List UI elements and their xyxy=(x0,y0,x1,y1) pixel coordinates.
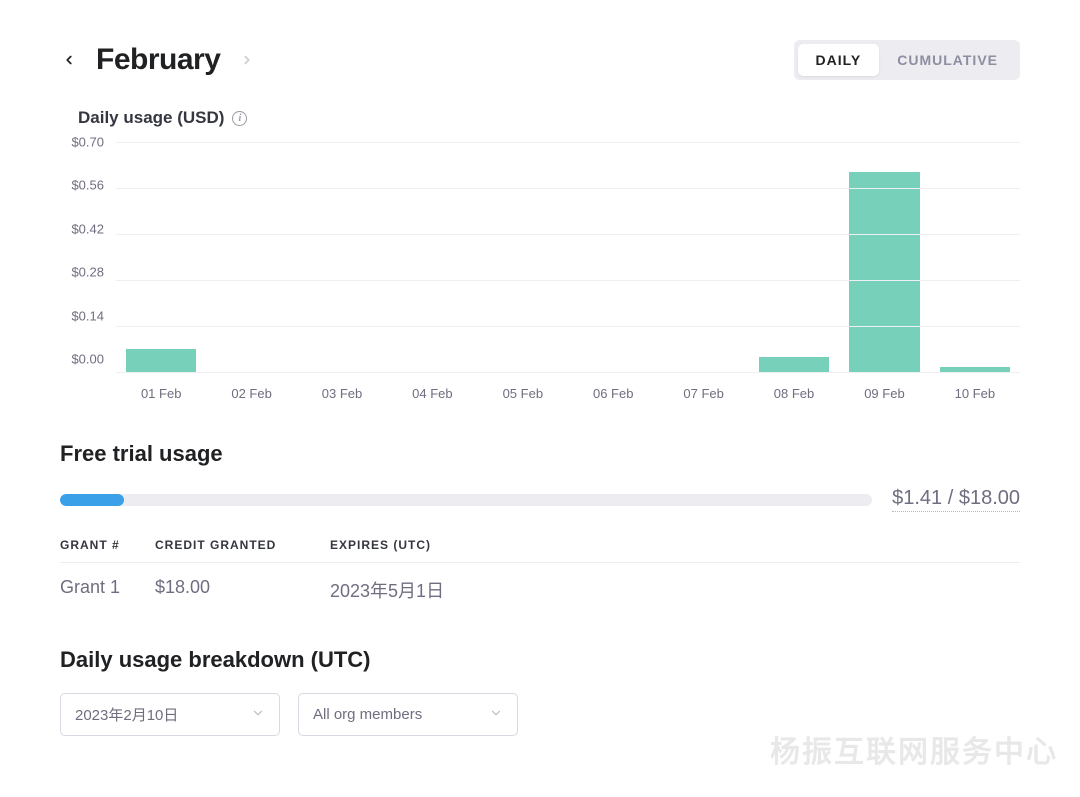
prev-month-button[interactable] xyxy=(60,51,78,69)
free-trial-title: Free trial usage xyxy=(60,441,1020,467)
x-tick: 07 Feb xyxy=(658,386,748,401)
bar-slot xyxy=(839,142,929,372)
y-tick: $0.28 xyxy=(60,266,104,279)
grant-cell-expires: 2023年5月1日 xyxy=(330,577,1020,603)
bar-slot xyxy=(206,142,296,372)
y-axis: $0.70$0.56$0.42$0.28$0.14$0.00 xyxy=(60,142,116,372)
grant-header-expires: EXPIRES (UTC) xyxy=(330,538,1020,552)
gridline xyxy=(116,234,1020,235)
y-tick: $0.42 xyxy=(60,222,104,235)
trial-progress-fill xyxy=(60,494,124,506)
header-row: February DAILY CUMULATIVE xyxy=(60,40,1020,80)
bar-slot xyxy=(297,142,387,372)
month-title: February xyxy=(96,43,220,77)
chart-bars xyxy=(116,142,1020,372)
info-icon[interactable]: i xyxy=(232,111,247,126)
grant-header-credit: CREDIT GRANTED xyxy=(155,538,330,552)
grant-table-row: Grant 1 $18.00 2023年5月1日 xyxy=(60,563,1020,617)
x-tick: 06 Feb xyxy=(568,386,658,401)
usage-chart: $0.70$0.56$0.42$0.28$0.14$0.00 xyxy=(60,142,1020,372)
chart-title: Daily usage (USD) xyxy=(78,108,224,128)
y-tick: $0.56 xyxy=(60,179,104,192)
x-axis: 01 Feb02 Feb03 Feb04 Feb05 Feb06 Feb07 F… xyxy=(116,386,1020,401)
trial-progress-track xyxy=(60,494,872,506)
x-tick: 09 Feb xyxy=(839,386,929,401)
toggle-daily-button[interactable]: DAILY xyxy=(798,44,880,76)
grant-table: GRANT # CREDIT GRANTED EXPIRES (UTC) Gra… xyxy=(60,538,1020,617)
gridline xyxy=(116,326,1020,327)
bar-slot xyxy=(658,142,748,372)
x-tick: 05 Feb xyxy=(478,386,568,401)
gridline xyxy=(116,280,1020,281)
member-select[interactable]: All org members xyxy=(298,693,518,736)
usage-bar[interactable] xyxy=(759,357,830,372)
grant-table-header: GRANT # CREDIT GRANTED EXPIRES (UTC) xyxy=(60,538,1020,563)
chart-title-row: Daily usage (USD) i xyxy=(78,108,1020,128)
breakdown-title: Daily usage breakdown (UTC) xyxy=(60,647,1020,673)
trial-amount-label: $1.41 / $18.00 xyxy=(892,487,1020,512)
month-nav: February xyxy=(60,43,256,77)
date-select[interactable]: 2023年2月10日 xyxy=(60,693,280,736)
bar-slot xyxy=(930,142,1020,372)
bar-slot xyxy=(387,142,477,372)
bar-slot xyxy=(478,142,568,372)
view-toggle: DAILY CUMULATIVE xyxy=(794,40,1020,80)
bar-slot xyxy=(568,142,658,372)
breakdown-selects: 2023年2月10日 All org members xyxy=(60,693,1020,736)
y-tick: $0.00 xyxy=(60,352,104,365)
grant-header-number: GRANT # xyxy=(60,538,155,552)
date-select-value: 2023年2月10日 xyxy=(75,704,178,725)
member-select-value: All org members xyxy=(313,706,422,723)
x-tick: 04 Feb xyxy=(387,386,477,401)
gridline xyxy=(116,188,1020,189)
y-tick: $0.14 xyxy=(60,309,104,322)
chart-plot xyxy=(116,142,1020,372)
bar-slot xyxy=(116,142,206,372)
grant-cell-credit: $18.00 xyxy=(155,577,330,603)
chevron-down-icon xyxy=(251,706,265,724)
toggle-cumulative-button[interactable]: CUMULATIVE xyxy=(879,44,1016,76)
x-tick: 10 Feb xyxy=(930,386,1020,401)
gridline xyxy=(116,142,1020,143)
x-tick: 08 Feb xyxy=(749,386,839,401)
chevron-down-icon xyxy=(489,706,503,724)
y-tick: $0.70 xyxy=(60,136,104,149)
next-month-button[interactable] xyxy=(238,51,256,69)
x-tick: 01 Feb xyxy=(116,386,206,401)
grant-cell-number: Grant 1 xyxy=(60,577,155,603)
usage-bar[interactable] xyxy=(126,349,197,372)
x-tick: 03 Feb xyxy=(297,386,387,401)
usage-bar[interactable] xyxy=(849,172,920,372)
gridline xyxy=(116,372,1020,373)
bar-slot xyxy=(749,142,839,372)
x-tick: 02 Feb xyxy=(206,386,296,401)
trial-progress-row: $1.41 / $18.00 xyxy=(60,487,1020,512)
